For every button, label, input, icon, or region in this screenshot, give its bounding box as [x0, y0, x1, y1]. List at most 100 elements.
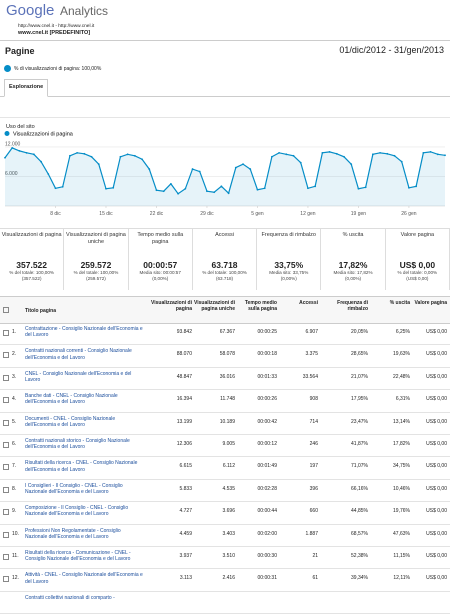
metric-note: (US$ 0,00) [406, 276, 429, 281]
page-title-link[interactable]: Risultati della ricerca - CNEL - Consigl… [25, 460, 138, 473]
cell-value: 58.078 [219, 351, 235, 358]
subtab[interactable]: Uso del sito [6, 124, 35, 130]
page-title-link[interactable]: Contratti nazionali storico - Consiglio … [25, 438, 130, 451]
y-tick-label: 6.000 [5, 171, 18, 177]
row-line [0, 434, 450, 435]
cell-value: 68,57% [351, 530, 368, 537]
checkbox[interactable] [3, 330, 9, 336]
cell-value: 19,63% [393, 351, 410, 358]
area [5, 147, 445, 206]
page-title-link[interactable]: Contrattazione - Consiglio Nazionale del… [25, 326, 143, 339]
point [242, 163, 244, 166]
column-header[interactable]: Visualizzazioni di pagina [150, 300, 192, 313]
column-header[interactable]: Tempo medio sulla pagina [244, 300, 277, 313]
cell-value: 3.375 [305, 351, 318, 358]
checkbox[interactable] [3, 307, 9, 313]
page-title-link[interactable]: Professioni Non Regolamentate - Consigli… [25, 527, 121, 540]
column-header[interactable]: Frequenza di rimbalzo [337, 300, 368, 313]
checkbox[interactable] [3, 397, 9, 404]
point [227, 192, 230, 195]
metric-note: % del totale: 100,00% [202, 270, 247, 275]
cell-value: 20,05% [351, 329, 368, 335]
column-header[interactable]: Accessi [299, 300, 318, 306]
checkbox[interactable] [3, 576, 9, 583]
cell-value: US$ 0,00 [426, 485, 447, 492]
metric-note: (0,00%) [280, 276, 297, 281]
page-title-link[interactable]: I Consiglieri - Il Consiglio - CNEL - Co… [25, 482, 123, 495]
checkbox[interactable] [3, 374, 9, 381]
page-title: Pagine [5, 46, 35, 56]
point [105, 187, 107, 190]
page-title-link[interactable]: Documenti - CNEL - Consiglio Nazionale d… [25, 415, 116, 428]
column-header[interactable]: Visualizzazioni di pagina uniche [193, 300, 235, 313]
cell-value: US$ 0,00 [426, 508, 447, 515]
cell-value: US$ 0,00 [426, 396, 447, 403]
point [379, 151, 381, 154]
page-title-link[interactable]: Composizione - Il Consiglio - CNEL - Con… [25, 505, 129, 518]
cell-value: 48.847 [176, 373, 192, 380]
checkbox[interactable] [3, 442, 9, 448]
checkbox[interactable] [3, 486, 9, 493]
checkbox[interactable] [3, 509, 9, 516]
cell-value: 11,15% [393, 553, 410, 559]
point [220, 185, 223, 188]
metric-label: Valore pagina [400, 232, 435, 238]
cell-value: 8. [12, 485, 17, 492]
point [270, 155, 273, 158]
point [408, 186, 410, 189]
page-title-link[interactable]: Banche dati - CNEL - Consiglio Nazionale… [25, 393, 118, 406]
segment[interactable]: % di visualizzazioni di pagina: 100,00% [14, 66, 102, 72]
metric-note: (0,00%) [344, 276, 362, 281]
point [76, 151, 79, 154]
cell-value: 6.112 [222, 463, 235, 470]
legend: Visualizzazioni di pagina [13, 132, 74, 138]
point [191, 168, 194, 170]
cell-value: 61 [312, 575, 318, 582]
metric-value: 33,75% [274, 260, 304, 270]
point [278, 151, 280, 154]
cell-value: 34,75% [393, 463, 410, 470]
page-title-link[interactable]: Attività - CNEL - Consiglio Nazionale de… [25, 572, 143, 585]
x-tick-label: 12 gen [300, 211, 316, 217]
metric-label: Visualizzazioni di pagina uniche [66, 232, 126, 245]
point [292, 154, 295, 157]
cell-value: 246 [309, 441, 318, 447]
metric-note: Media sito: 17,82% [333, 270, 373, 275]
page-title-link[interactable]: CNEL - Consiglio Nazionale dell'Economia… [25, 370, 132, 383]
tab[interactable]: Esplorazione [4, 79, 49, 97]
cell-value: 12,11% [393, 575, 410, 582]
date-range[interactable]: 01/dic/2012 - 31/gen/2013 [339, 45, 444, 55]
cell-value: 00:02:28 [257, 485, 277, 492]
cell-value: 22,48% [393, 373, 410, 380]
point [422, 151, 425, 154]
metric-value: 63.718 [211, 260, 238, 270]
cell-value: 3.696 [222, 508, 235, 515]
cell-value: US$ 0,00 [426, 553, 447, 559]
cell-value: 44,85% [351, 508, 368, 515]
page-title-link[interactable]: Contratti collettivi nazionali di compar… [25, 594, 115, 601]
point [415, 185, 418, 188]
checkbox[interactable] [3, 419, 9, 426]
x-tick-label: 19 gen [351, 211, 367, 217]
cell-value: 13.199 [176, 418, 192, 425]
page-title-link[interactable]: Risultati della ricerca - Comunicazione … [25, 550, 131, 563]
cell-value: 47,63% [393, 530, 410, 537]
metric: Valore pagina US$ 0,00% del totale: 0,00%… [385, 228, 450, 290]
cell-value: US$ 0,00 [426, 329, 447, 335]
checkbox[interactable] [3, 464, 9, 471]
row-line [0, 411, 450, 413]
checkbox[interactable] [3, 352, 9, 359]
cell-value: 908 [309, 396, 318, 403]
cell-value: 7. [12, 463, 17, 470]
metric: Visualizzazioni di pagina uniche 259.572%… [64, 228, 129, 290]
metric-note: Media sito: 00:00:57 [139, 270, 181, 275]
checkbox[interactable] [3, 554, 9, 560]
page-title-link[interactable]: Contratti nazionali correnti - Consiglio… [25, 348, 132, 361]
column-header[interactable]: Titolo pagina [25, 308, 57, 314]
cell-value: 11. [12, 553, 19, 559]
column-header[interactable]: % uscita [389, 300, 410, 306]
checkbox[interactable] [3, 531, 9, 538]
column-header[interactable]: Valore pagina [414, 300, 447, 306]
x-tick-label: 15 dic [99, 211, 113, 217]
